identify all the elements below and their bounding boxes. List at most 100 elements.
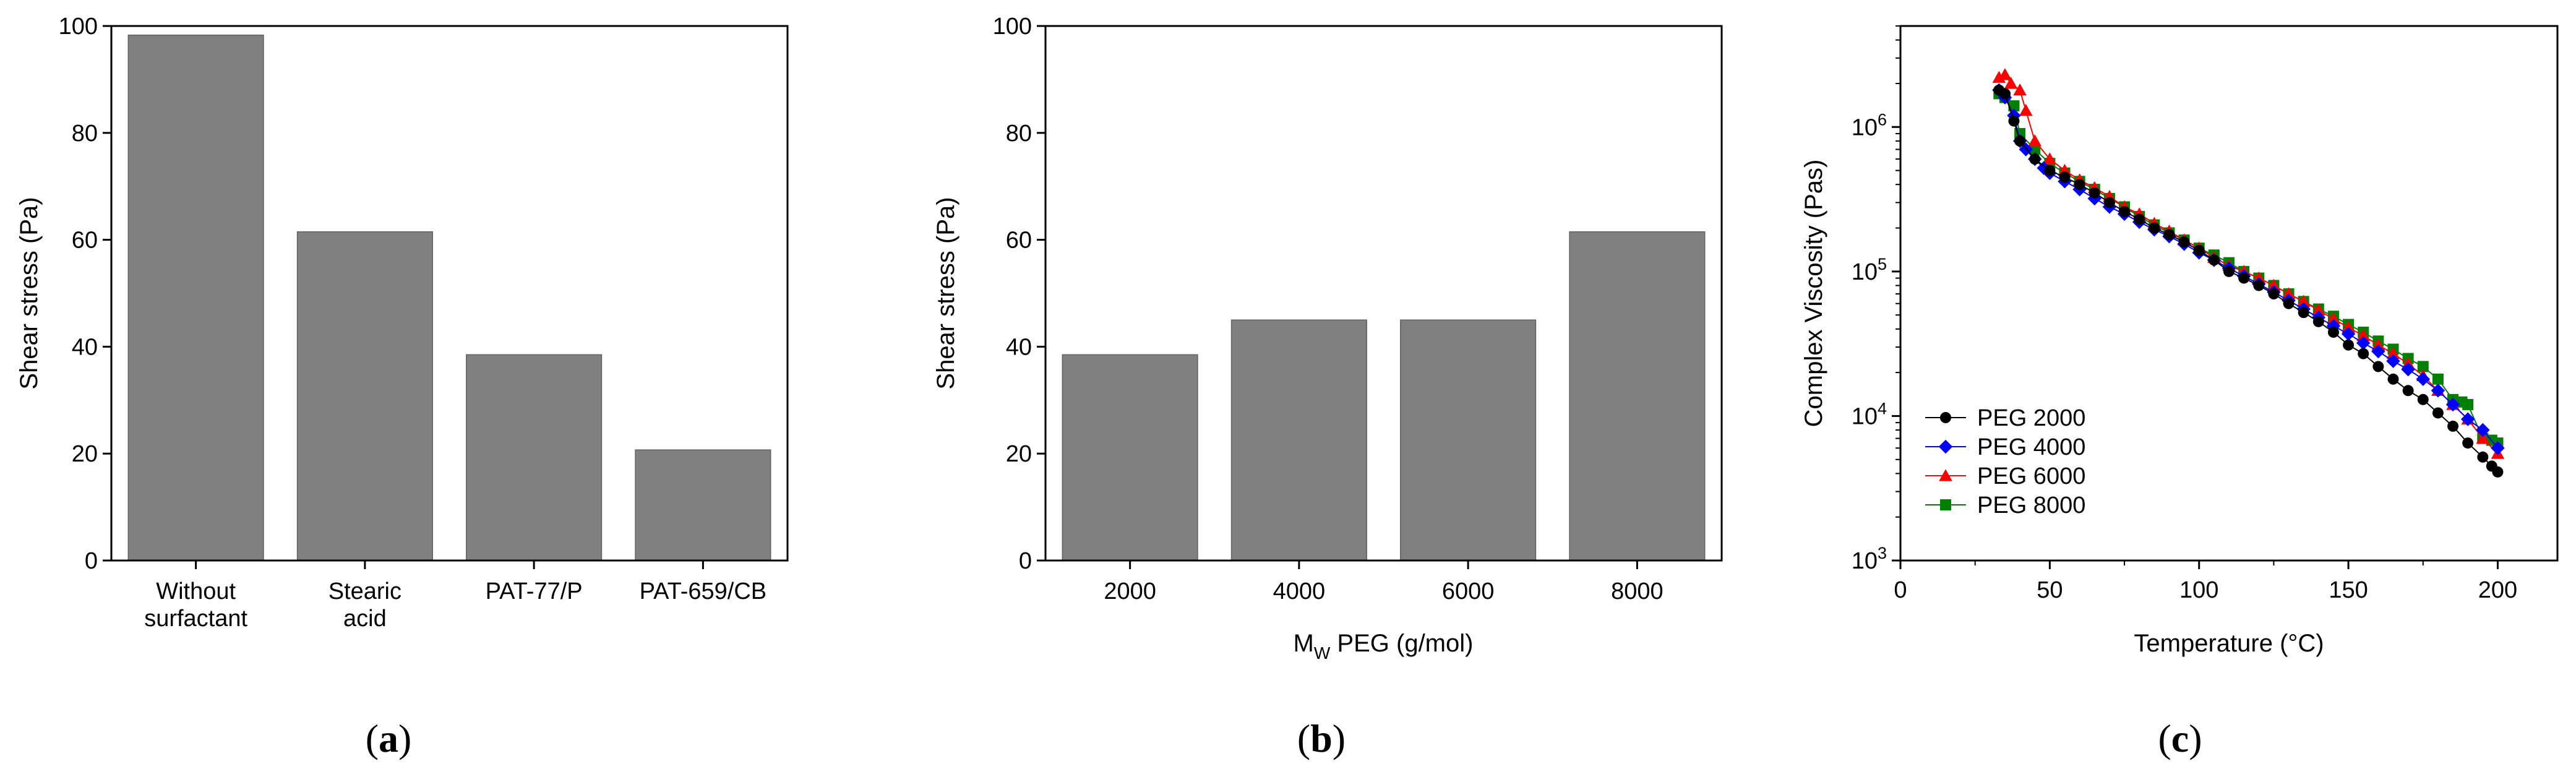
panel-c-data-point: [2029, 153, 2041, 165]
panel-c-data-point: [2298, 307, 2309, 319]
panel-c-data-point: [2253, 280, 2265, 291]
panel-c-data-point: [2491, 440, 2505, 455]
panel-a-bar: [466, 354, 603, 561]
panel-c-data-point: [2460, 412, 2475, 426]
panel-b-bar: [1400, 319, 1537, 561]
panel-c-data-point: [2476, 431, 2490, 444]
panel-c-xtick-label: 100: [2179, 577, 2218, 603]
panel-c-data-point: [2119, 205, 2131, 217]
panel-b-bar: [1569, 231, 1706, 561]
panel-a-ytick-label: 40: [72, 334, 98, 360]
panel-a-xtick-label: surfactant: [144, 606, 247, 632]
panel-c-data-point: [2358, 348, 2369, 359]
panel-c-data-point: [2462, 398, 2474, 410]
panel-c-ylabel: Complex Viscosity (Pas): [1800, 160, 1827, 428]
panel-c-data-point: [2013, 83, 2027, 96]
panel-c-legend: PEG 2000 PEG 4000 PEG 6000 PEG 8000: [1925, 405, 2085, 518]
panel-c-data-point: [2029, 144, 2041, 155]
panel-a-bar: [635, 449, 771, 561]
panel-c-legend-label: PEG 6000: [1977, 463, 2085, 489]
panel-c-data-point: [2356, 329, 2371, 342]
panel-c-xtick-label: 0: [1894, 577, 1907, 603]
panel-c-xtick-label: 150: [2329, 577, 2368, 603]
panel-c-legend-item: PEG 2000: [1925, 405, 2085, 431]
panel-b-xtick-label: 2000: [1104, 578, 1156, 604]
panel-c-data-point: [2431, 384, 2445, 398]
panel-a-xtick-label: PAT-659/CB: [640, 578, 767, 604]
panel-b-ytick-label: 80: [1006, 121, 1032, 147]
panel-c-data-point: [2477, 451, 2489, 463]
panel-c-ytick-label: 105: [1852, 255, 1887, 285]
panel-c-data-point: [2386, 354, 2400, 368]
panel-b-ylabel: Shear stress (Pa): [932, 197, 960, 389]
panel-c-data-point: [2283, 298, 2295, 309]
panel-b-xlabel: MW PEG (g/mol): [1294, 630, 1474, 663]
panel-a-ytick-label: 20: [72, 441, 98, 467]
panel-c-data-point: [2089, 187, 2100, 199]
panel-a-ytick-label: 80: [72, 121, 98, 147]
panel-c-data-point: [2296, 294, 2311, 307]
panel-c-data-point: [2014, 135, 2026, 147]
panel-c-legend-marker: [1938, 439, 1953, 454]
panel-c-data-point: [2193, 244, 2205, 256]
panel-c-data-point: [2267, 278, 2281, 291]
panel-c-series: [1993, 84, 2504, 478]
panel-a-xtick-label: acid: [343, 606, 387, 632]
panel-c-data-point: [1998, 67, 2012, 80]
panel-c-data-point: [2371, 344, 2385, 359]
panel-b-ytick-label: 0: [1019, 548, 1032, 574]
panel-c-legend-label: PEG 4000: [1977, 434, 2085, 460]
panel-a-bar: [296, 231, 433, 561]
panel-c-data-point: [2044, 165, 2056, 176]
panel-b-frame: [1044, 25, 1723, 562]
panel-a-ytick-label: 100: [59, 14, 98, 40]
panel-c-data-point: [2008, 115, 2020, 127]
panel-c-xtick-label: 200: [2478, 577, 2517, 603]
panel-c-series: [1993, 88, 2504, 449]
panel-c-data-point: [2417, 393, 2429, 405]
panel-c-data-point: [2004, 77, 2018, 89]
panel-c-data-point: [2282, 287, 2296, 299]
panel-b-ytick-label: 20: [1006, 441, 1032, 467]
panel-c-data-point: [2149, 222, 2160, 234]
panel-c-data-point: [2416, 372, 2431, 387]
panel-c-data-point: [2268, 288, 2280, 300]
panel-c-legend-item: PEG 8000: [1925, 492, 2085, 518]
panel-a-ylabel: Shear stress (Pa): [15, 197, 43, 389]
panel-a-xtick-label: Without: [156, 578, 236, 604]
panel-c-xtick-label: 50: [2037, 577, 2063, 603]
panel-c-data-point: [2401, 362, 2415, 377]
panel-c-data-point: [2343, 339, 2355, 351]
panel-b-chart: 0 20 40 60 80 100 2000 4000 6000 8000 Shear stres…: [932, 14, 1723, 663]
panel-c-data-point: [2432, 373, 2444, 385]
panel-c-data-point: [2103, 197, 2115, 208]
panel-c-legend-marker: [1940, 499, 1951, 510]
panel-c-data-point: [2476, 423, 2490, 437]
panel-c-data-point: [2445, 397, 2460, 412]
panel-c-data-point: [2238, 272, 2250, 284]
panel-c-data-point: [2028, 134, 2042, 147]
panel-c-data-point: [2386, 346, 2400, 359]
panel-c-data-point: [2387, 373, 2399, 385]
panel-c-data-point: [2208, 254, 2220, 266]
panel-b-ytick-label: 100: [993, 14, 1032, 40]
panel-c-data-point: [2043, 152, 2057, 165]
panel-c-legend-item: PEG 6000: [1925, 463, 2085, 489]
panel-c-ytick-label: 104: [1852, 399, 1887, 429]
panel-a-ytick-label: 60: [72, 228, 98, 254]
panel-c-legend-item: PEG 4000: [1925, 434, 2085, 460]
panel-b-bar: [1230, 319, 1367, 561]
panel-c-data-point: [2312, 303, 2325, 316]
panel-c-data-point: [2059, 171, 2071, 183]
panel-c-data-point: [2342, 320, 2355, 333]
panel-c-ytick-label: 103: [1852, 544, 1887, 574]
panel-c-data-point: [2341, 327, 2356, 341]
panel-a-xtick-label: Stearic: [328, 578, 401, 604]
panel-c-data-point: [2402, 385, 2414, 397]
panel-a-ytick-label: 0: [85, 548, 98, 574]
panel-c-data-point: [2163, 229, 2175, 241]
panel-c-legend-marker: [1939, 469, 1952, 481]
panel-a-frame: [110, 25, 789, 562]
